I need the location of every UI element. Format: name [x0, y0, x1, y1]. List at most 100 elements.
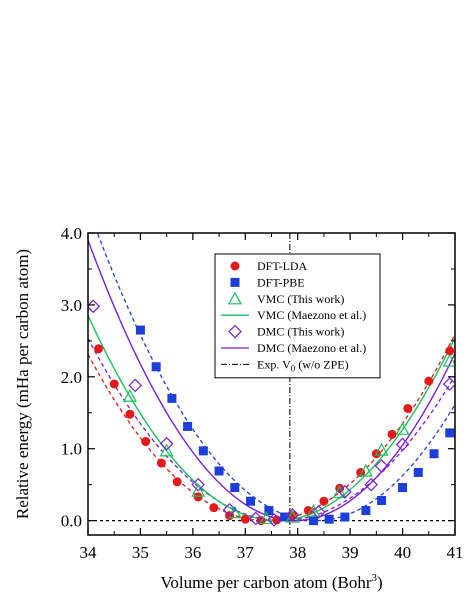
- legend-label-suffix-6: (w/o ZPE): [295, 357, 348, 371]
- data-point-0-4: [156, 458, 166, 468]
- data-point-4-6: [267, 513, 281, 527]
- data-point-1-15: [398, 483, 408, 493]
- y-tick-label-4: 4.0: [61, 224, 82, 243]
- legend-label-2: VMC (This work): [257, 292, 344, 306]
- data-point-0-13: [303, 506, 313, 516]
- data-point-2-7: [332, 485, 347, 499]
- x-tick-label-7: 41: [447, 543, 464, 562]
- x-tick-label-0: 34: [80, 543, 98, 562]
- data-point-0-3: [141, 437, 151, 447]
- data-point-1-0: [135, 325, 145, 335]
- x-tick-label-3: 37: [237, 543, 255, 562]
- data-point-2-1: [159, 443, 174, 457]
- data-point-1-1: [151, 362, 161, 372]
- y-tick-label-2: 2.0: [61, 368, 82, 387]
- legend-label-main-2: VMC (This work): [257, 292, 344, 306]
- x-tick-label-6: 40: [394, 543, 411, 562]
- data-point-2-8: [358, 463, 373, 477]
- data-point-1-18: [445, 428, 455, 438]
- data-point-4-10: [364, 477, 378, 492]
- legend-label-5: DMC (Maezono et al.): [257, 341, 366, 355]
- data-point-1-14: [377, 495, 387, 505]
- data-point-4-5: [248, 511, 263, 526]
- legend-label-main-0: DFT-LDA: [257, 259, 308, 273]
- data-point-1-2: [167, 393, 177, 403]
- axes-layer: 34 35 36 37 38 39 40 41 0.0 1.0 2.0 3.0 4.0 Volume pe…: [13, 224, 464, 592]
- data-point-4-7: [285, 508, 300, 522]
- data-point-1-10: [308, 516, 318, 526]
- data-point-1-5: [214, 466, 224, 476]
- data-point-0-18: [387, 429, 397, 439]
- data-point-4-11: [374, 459, 389, 473]
- data-point-1-11: [324, 514, 334, 524]
- data-point-0-9: [240, 514, 250, 524]
- data-point-4-1: [128, 378, 143, 393]
- plot-layer: [88, 233, 455, 535]
- data-point-4-12: [395, 437, 410, 452]
- data-point-4-4: [222, 502, 237, 517]
- data-point-0-2: [125, 409, 135, 419]
- data-point-1-12: [340, 512, 350, 522]
- data-point-2-10: [395, 422, 410, 435]
- legend-label-3: VMC (Maezono et al.): [257, 308, 366, 322]
- y-tick-label-1: 1.0: [61, 440, 82, 459]
- data-point-4-8: [311, 505, 326, 519]
- data-point-2-5: [285, 509, 300, 523]
- x-tick-label-5: 39: [342, 543, 359, 562]
- data-point-0-6: [193, 492, 203, 502]
- data-point-4-0: [88, 299, 101, 314]
- legend: DFT-LDA DFT-PBE VMC (This work) VMC (Maezon…: [214, 253, 381, 379]
- data-point-0-7: [209, 503, 219, 513]
- data-point-1-7: [246, 496, 256, 506]
- legend-label-0: DFT-LDA: [257, 259, 308, 273]
- data-point-0-0: [93, 344, 103, 354]
- legend-symbol-4: [228, 324, 242, 339]
- legend-symbol-1: [230, 277, 240, 287]
- legend-symbol-2: [227, 291, 243, 305]
- data-point-4-3: [191, 477, 205, 492]
- data-point-2-3: [227, 505, 242, 519]
- data-point-0-20: [424, 376, 434, 386]
- data-point-1-6: [230, 483, 240, 493]
- legend-label-1: DFT-PBE: [257, 275, 305, 289]
- legend-label-6: Exp. V0 (w/o ZPE): [257, 357, 349, 373]
- legend-label-main-5: DMC (Maezono et al.): [257, 341, 366, 355]
- data-point-1-16: [413, 467, 423, 477]
- x-axis-label: Volume per carbon atom (Bohr3): [160, 572, 382, 592]
- data-point-2-2: [191, 483, 206, 497]
- legend-label-main-4: DMC (This work): [257, 325, 344, 339]
- legend-label-main-6: Exp. V: [257, 357, 291, 371]
- x-axis-label-superscript: 3: [372, 572, 378, 584]
- data-point-1-3: [183, 421, 193, 431]
- x-axis-label-suffix: ): [377, 573, 383, 592]
- data-point-0-5: [172, 477, 182, 487]
- data-point-4-2: [159, 436, 174, 451]
- x-tick-label-1: 35: [132, 543, 149, 562]
- legend-label-subscript-6: 0: [291, 363, 296, 373]
- legend-symbol-0: [230, 261, 240, 271]
- data-point-0-14: [319, 496, 329, 506]
- data-point-1-13: [361, 506, 371, 516]
- data-point-1-9: [280, 512, 290, 522]
- data-point-0-21: [445, 346, 455, 356]
- data-point-0-1: [109, 379, 119, 389]
- data-point-1-8: [264, 506, 274, 516]
- legend-label-main-1: DFT-PBE: [257, 275, 305, 289]
- data-point-2-0: [122, 388, 137, 402]
- data-point-2-11: [442, 353, 455, 367]
- x-tick-label-2: 36: [184, 543, 201, 562]
- fit-curve-3: [88, 315, 455, 522]
- legend-box: [214, 253, 381, 379]
- data-point-1-4: [198, 446, 208, 456]
- y-axis-label: Relative energy (mHa per carbon atom): [13, 249, 32, 519]
- data-point-4-13: [442, 377, 455, 391]
- data-point-0-19: [403, 403, 413, 413]
- y-tick-label-3: 3.0: [61, 296, 82, 315]
- y-tick-label-0: 0.0: [61, 512, 82, 531]
- data-point-2-9: [374, 442, 389, 456]
- data-point-2-6: [306, 504, 321, 517]
- x-tick-label-4: 38: [289, 543, 306, 562]
- data-point-4-9: [338, 485, 352, 499]
